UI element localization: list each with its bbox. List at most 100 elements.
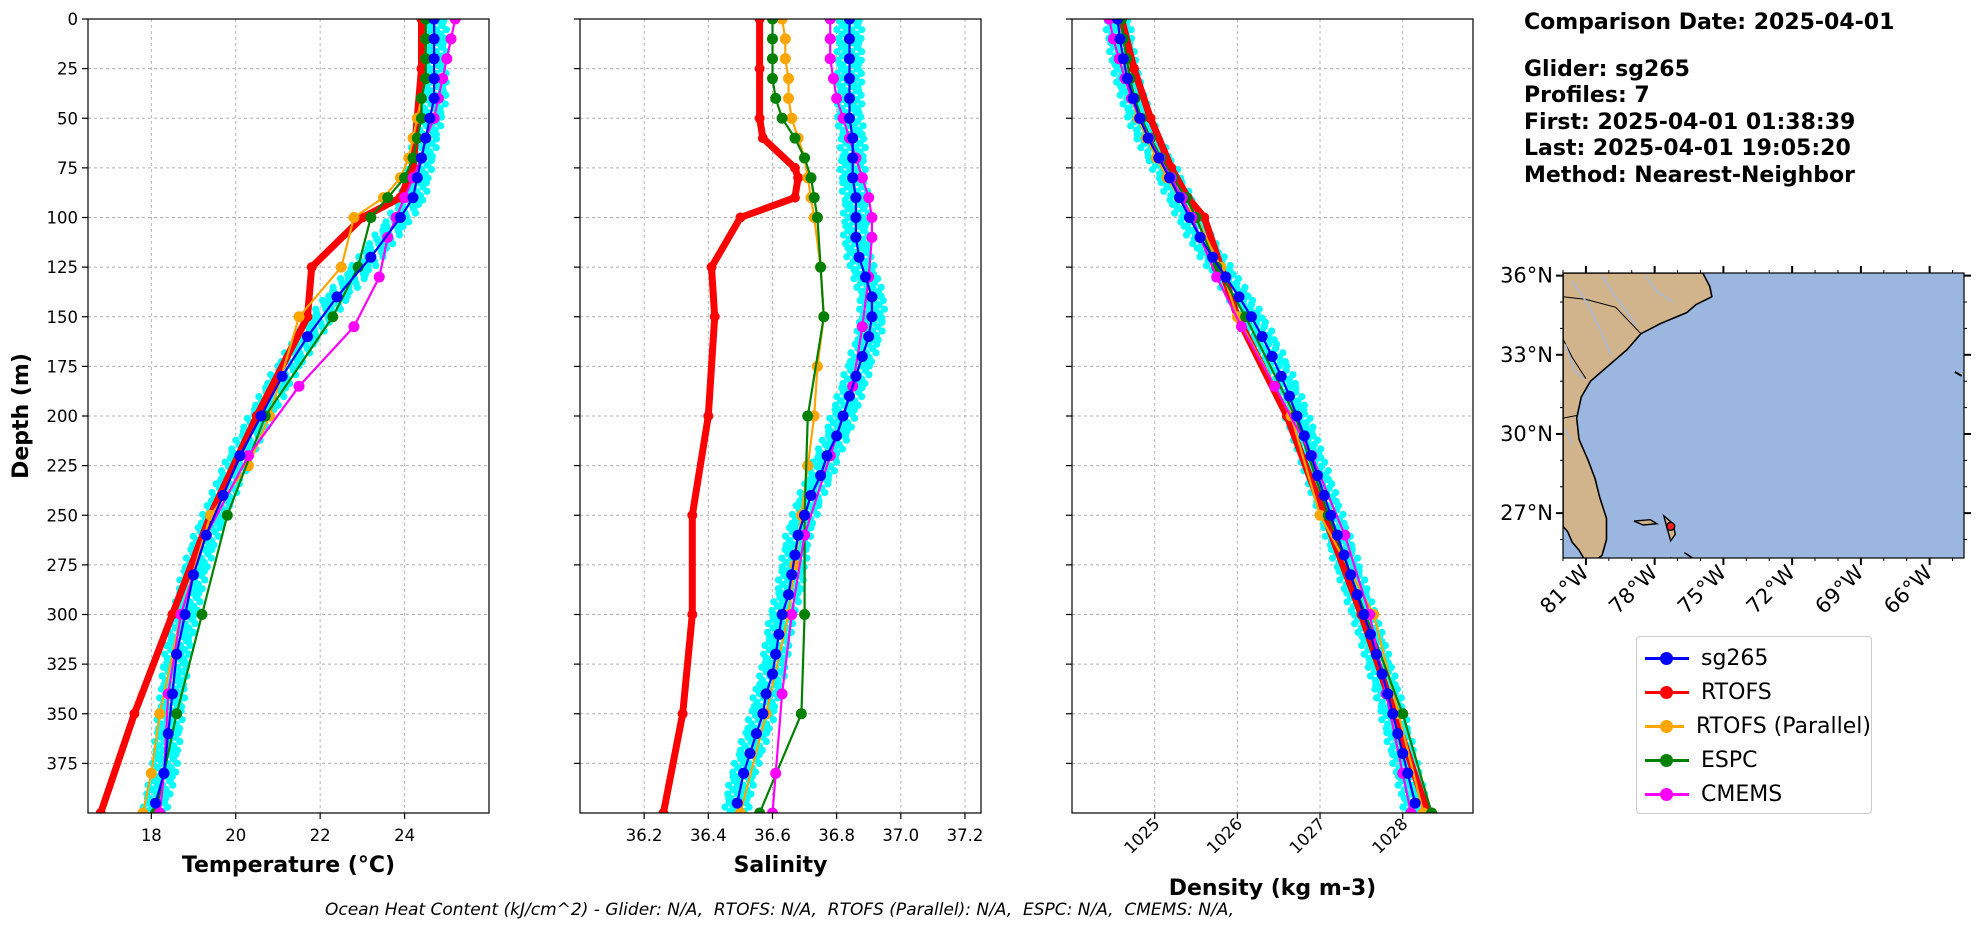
glider-raw-point xyxy=(1366,672,1375,680)
glider-raw-point xyxy=(745,803,753,811)
data-point-espc xyxy=(799,609,811,620)
data-point-rtofs-parallel xyxy=(783,73,795,85)
glider-raw-point xyxy=(186,641,194,650)
data-point-cmems xyxy=(1405,807,1417,813)
glider-raw-point xyxy=(858,392,866,401)
data-point-sg265 xyxy=(171,648,183,660)
glider-raw-point xyxy=(180,694,189,702)
data-point-rtofs xyxy=(706,262,717,273)
glider-raw-point xyxy=(176,737,184,746)
glider-raw-point xyxy=(437,122,445,130)
data-point-cmems xyxy=(1211,271,1223,283)
data-point-cmems xyxy=(441,53,453,65)
glider-raw-point xyxy=(1127,26,1135,34)
glider-raw-point xyxy=(1202,261,1211,270)
data-point-sg265 xyxy=(792,529,804,541)
plot-area xyxy=(1102,19,1438,813)
map-river xyxy=(1601,275,1637,327)
glider-raw-point xyxy=(191,620,199,628)
glider-raw-point xyxy=(159,663,168,671)
data-point-sg265 xyxy=(1387,708,1399,720)
glider-raw-point xyxy=(372,261,380,270)
data-point-sg265 xyxy=(428,33,440,45)
x-tick-label: 20 xyxy=(225,826,246,845)
y-tick-label: 175 xyxy=(47,357,79,376)
data-point-sg265 xyxy=(1183,212,1195,223)
data-point-rtofs xyxy=(757,133,768,144)
data-point-sg265 xyxy=(255,410,267,422)
y-tick-label: 250 xyxy=(47,506,79,525)
data-point-cmems xyxy=(866,212,878,223)
data-point-sg265 xyxy=(1153,152,1165,164)
glider-raw-point xyxy=(437,113,446,121)
glider-raw-point xyxy=(873,323,882,331)
data-point-rtofs xyxy=(129,708,140,719)
legend: sg265 RTOFS RTOFS (Parallel) ESPC CMEMS xyxy=(1636,636,1872,814)
map-river xyxy=(1571,280,1612,356)
data-point-sg265 xyxy=(843,53,855,65)
glider-raw-point xyxy=(813,510,821,519)
data-point-cmems xyxy=(382,231,394,243)
glider-name: Glider: sg265 xyxy=(1524,56,1690,82)
data-point-rtofs-parallel xyxy=(348,212,360,223)
data-point-sg265 xyxy=(805,489,817,501)
data-point-sg265 xyxy=(150,797,162,809)
glider-raw-point xyxy=(1124,113,1132,121)
data-point-sg265 xyxy=(1164,172,1176,184)
data-point-espc xyxy=(776,112,788,124)
glider-raw-point xyxy=(414,200,422,208)
data-point-rtofs xyxy=(416,63,427,74)
glider-raw-point xyxy=(274,401,282,409)
data-point-cmems xyxy=(348,321,360,333)
data-point-sg265 xyxy=(1392,728,1404,740)
data-point-rtofs xyxy=(703,411,714,421)
glider-raw-point xyxy=(395,231,404,239)
glider-raw-point xyxy=(196,598,204,606)
x-tick-label: 36.8 xyxy=(818,826,855,845)
y-tick-label: 150 xyxy=(47,308,79,327)
data-point-sg265 xyxy=(750,728,762,740)
glider-raw-point xyxy=(173,759,181,767)
x-axis-label: Temperature (°C) xyxy=(182,853,395,878)
glider-raw-point xyxy=(1116,91,1124,99)
legend-item-sg265: sg265 xyxy=(1637,641,1871,675)
data-point-sg265 xyxy=(1233,291,1245,303)
x-tick-label: 18 xyxy=(141,826,162,845)
data-point-rtofs-parallel xyxy=(145,767,157,779)
map-lon-label: 75°W xyxy=(1673,560,1731,618)
data-point-sg265 xyxy=(843,112,855,124)
glider-raw-point xyxy=(171,733,180,741)
glider-raw-point xyxy=(1364,663,1372,671)
glider-raw-point xyxy=(214,532,222,540)
data-point-rtofs xyxy=(677,708,688,719)
glider-raw-point xyxy=(721,803,729,811)
map-lon-label: 69°W xyxy=(1810,560,1868,618)
x-tick-label: 1027 xyxy=(1286,814,1329,857)
data-point-sg265 xyxy=(1351,589,1363,601)
data-point-cmems xyxy=(856,172,868,184)
map-lat-label: 30°N xyxy=(1500,422,1553,446)
glider-raw-point xyxy=(1360,650,1368,658)
y-tick-label: 275 xyxy=(47,556,79,575)
map-island xyxy=(1684,552,1694,558)
data-point-rtofs-parallel xyxy=(137,807,149,813)
legend-label: sg265 xyxy=(1701,645,1769,671)
data-point-espc xyxy=(805,172,817,184)
glider-raw-point xyxy=(1371,685,1379,693)
legend-item-espc: ESPC xyxy=(1637,743,1871,777)
data-point-espc xyxy=(754,807,766,813)
data-point-sg265 xyxy=(1111,19,1123,25)
data-point-sg265 xyxy=(1358,609,1370,620)
data-point-sg265 xyxy=(420,132,432,144)
data-point-cmems xyxy=(154,807,166,813)
y-tick-label: 125 xyxy=(47,258,79,277)
x-tick-label: 1025 xyxy=(1120,814,1163,857)
data-point-rtofs xyxy=(754,113,765,124)
glider-raw-point xyxy=(1377,707,1385,715)
data-point-cmems xyxy=(242,450,254,462)
legend-swatch xyxy=(1643,641,1691,675)
data-point-sg265 xyxy=(1220,271,1232,283)
glider-raw-point xyxy=(1394,781,1402,789)
data-point-rtofs-parallel xyxy=(1314,509,1326,521)
glider-raw-point xyxy=(1110,69,1118,77)
